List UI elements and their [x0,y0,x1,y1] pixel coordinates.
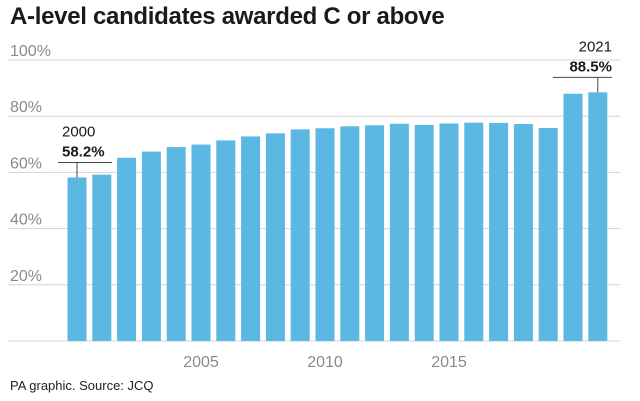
y-tick-label: 60% [10,155,42,172]
bar-2018 [513,124,533,342]
bar-2019 [538,128,558,341]
y-tick-label: 80% [10,99,42,116]
x-tick-label: 2005 [183,354,219,371]
bar-2003 [141,151,161,341]
annotation-value: 88.5% [569,58,612,75]
bar-2000 [67,177,87,341]
bar-2012 [365,125,385,341]
bar-2014 [414,124,434,341]
annotation-year: 2000 [62,123,95,140]
y-tick-label: 20% [10,268,42,285]
bar-2001 [92,174,112,341]
bar-2013 [389,123,409,341]
bar-2015 [439,123,459,341]
bar-2006 [216,140,236,341]
bar-2016 [464,122,484,342]
annotation-year: 2021 [579,38,612,55]
y-tick-label: 40% [10,212,42,229]
source-note: PA graphic. Source: JCQ [10,378,154,393]
bar-2008 [265,133,285,341]
bar-2002 [117,157,137,341]
bar-2005 [191,144,211,341]
bar-2007 [241,136,261,341]
bar-2004 [166,147,186,341]
bar-2021 [588,92,608,341]
bar-2020 [563,93,583,341]
bar-2010 [315,128,335,341]
annotation-value: 58.2% [62,143,105,160]
bar-2009 [290,129,310,341]
x-tick-label: 2010 [307,354,343,371]
chart-title: A-level candidates awarded C or above [10,3,445,30]
bar-2011 [340,126,360,341]
y-tick-label: 100% [10,43,51,60]
bar-2017 [489,122,509,341]
x-tick-label: 2015 [431,354,467,371]
